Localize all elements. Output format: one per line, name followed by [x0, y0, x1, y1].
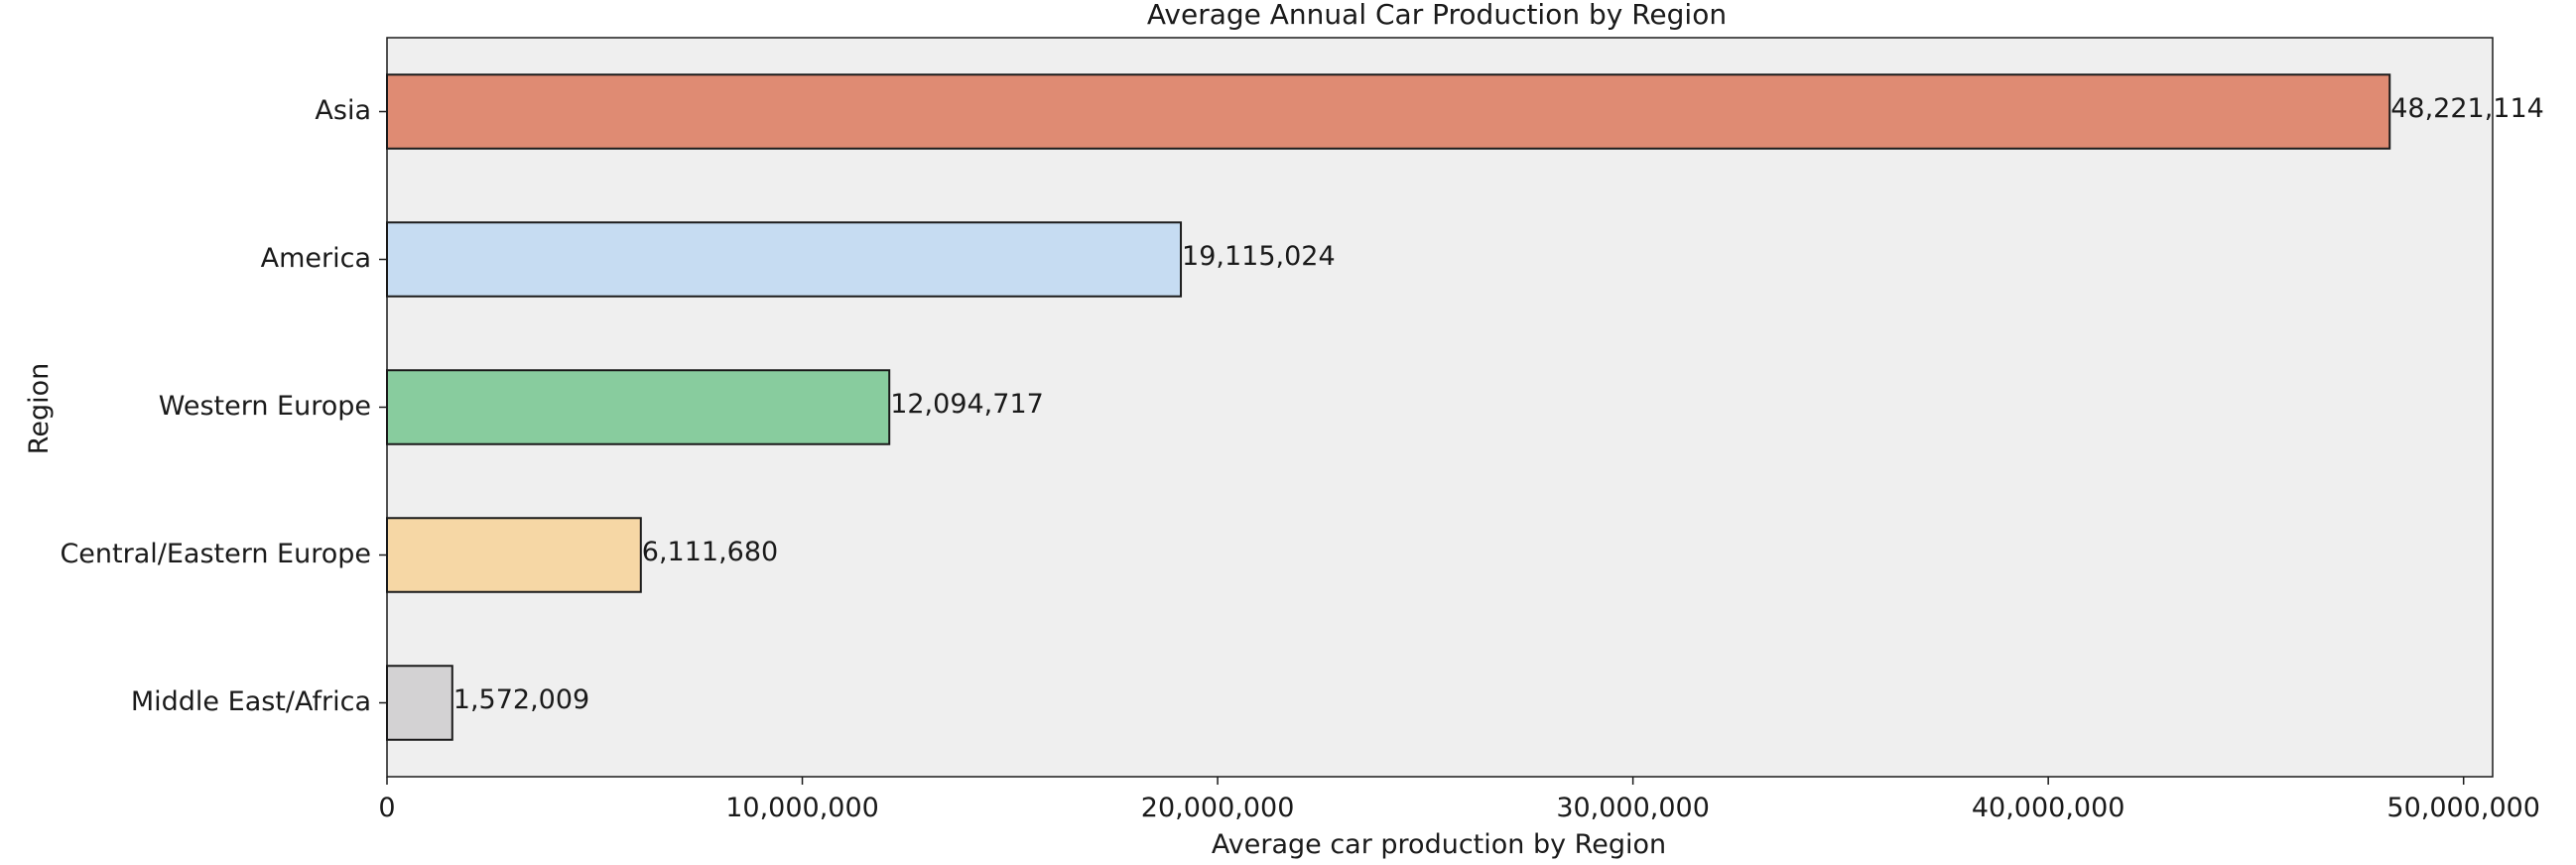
bar-value-label: 48,221,114 — [2390, 93, 2544, 124]
bar-value-label: 1,572,009 — [453, 684, 589, 715]
y-category-label: Central/Eastern Europe — [60, 539, 371, 569]
x-axis-title: Average car production by Region — [1212, 829, 1666, 860]
bar-value-label: 6,111,680 — [642, 537, 778, 567]
bar — [386, 73, 2391, 150]
y-category-label: America — [261, 243, 371, 274]
bar-value-label: 12,094,717 — [890, 389, 1044, 420]
bar — [386, 221, 1183, 298]
x-axis-ticks: 0 10,000,000 20,000,000 30,000,000 40,000,00… — [378, 777, 2540, 823]
bar-value-label: 19,115,024 — [1182, 241, 1336, 272]
bar — [386, 517, 642, 593]
bars-group — [386, 73, 2391, 741]
x-tick-label: 0 — [378, 793, 395, 823]
x-tick-label: 20,000,000 — [1141, 793, 1295, 823]
x-tick-label: 50,000,000 — [2386, 793, 2540, 823]
bar — [386, 665, 453, 741]
y-axis-title: Region — [24, 363, 55, 454]
y-category-label: Western Europe — [159, 391, 371, 422]
chart-title: Average Annual Car Production by Region — [1147, 0, 1727, 31]
x-tick-label: 10,000,000 — [725, 793, 879, 823]
y-category-label: Middle East/Africa — [131, 686, 371, 717]
bar — [386, 369, 891, 445]
y-category-label: Asia — [315, 95, 371, 126]
x-tick-label: 30,000,000 — [1556, 793, 1710, 823]
value-labels: 48,221,114 19,115,024 12,094,717 6,111,680 1… — [453, 93, 2544, 715]
y-category-labels: Asia America Western Europe Central/Eastern… — [60, 95, 387, 717]
x-tick-label: 40,000,000 — [1972, 793, 2125, 823]
